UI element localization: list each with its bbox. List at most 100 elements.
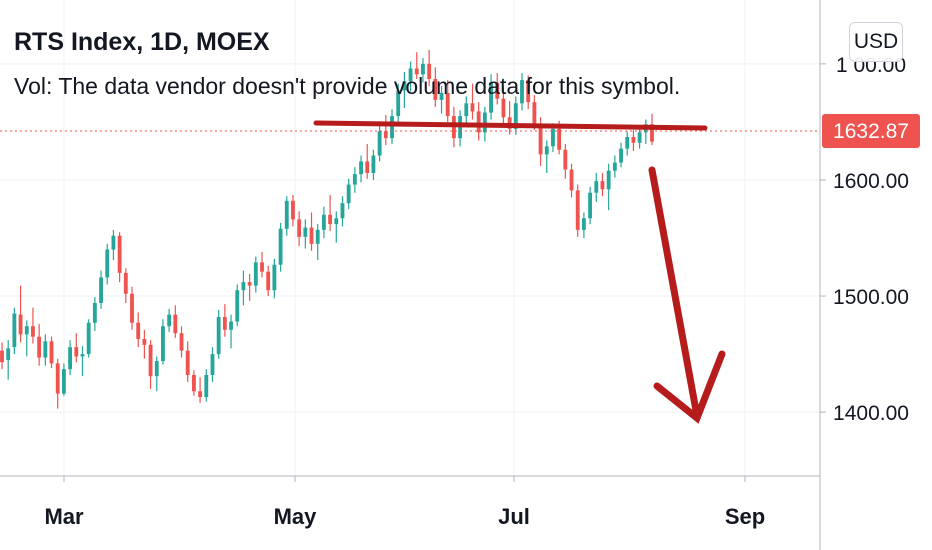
candle-body (198, 391, 203, 398)
candle (464, 96, 469, 127)
down-arrow-annotation[interactable] (648, 166, 726, 424)
candle-body (544, 146, 549, 155)
candle-body (482, 112, 487, 133)
candle (402, 71, 407, 108)
candle (588, 186, 593, 225)
candle-body (594, 181, 599, 193)
candle-body (297, 219, 302, 237)
candle-body (445, 92, 450, 117)
candle (309, 212, 314, 251)
candle (185, 341, 190, 382)
candle (575, 184, 580, 237)
candle (210, 347, 215, 382)
candle-body (142, 339, 147, 345)
candle (80, 345, 85, 377)
candle-body (470, 103, 475, 112)
candle-body (606, 170, 611, 190)
last-price-tag: 1632.87 (822, 114, 920, 148)
candle (507, 101, 512, 135)
candle-body (136, 322, 141, 340)
candle-body (439, 92, 444, 100)
candle (204, 369, 209, 402)
candle (12, 307, 17, 355)
candle (612, 155, 617, 178)
candle (0, 342, 4, 370)
candle-body (346, 184, 351, 204)
candle (161, 319, 165, 365)
candle (383, 114, 388, 146)
candle (198, 377, 203, 403)
candle (297, 211, 302, 247)
candle (24, 320, 29, 357)
candle-body (569, 169, 574, 191)
candle (61, 363, 66, 396)
candle-body (92, 303, 97, 323)
symbol-title[interactable]: RTS Index, 1D, MOEX (14, 28, 270, 56)
candle-body (216, 316, 221, 355)
candle (433, 67, 438, 107)
candle-body (6, 348, 11, 360)
candle-body (123, 272, 128, 294)
candle (346, 178, 351, 209)
candle-body (278, 228, 283, 265)
candle-body (74, 347, 79, 357)
candle (37, 323, 42, 366)
candle (606, 163, 611, 211)
candle (253, 256, 258, 293)
candle (105, 243, 110, 285)
candle-body (371, 155, 376, 173)
candle-body (520, 80, 524, 104)
candle-body (315, 229, 320, 244)
candle (625, 131, 630, 156)
candle-body (117, 235, 122, 273)
candle (117, 232, 122, 283)
candle-body (68, 347, 73, 370)
candle-body (55, 363, 60, 394)
candle-body (631, 136, 636, 143)
candle (43, 334, 48, 366)
candle-body (247, 282, 252, 286)
candle (260, 251, 264, 278)
candle (414, 52, 419, 79)
x-tick-label: Sep (725, 504, 765, 529)
candle (427, 49, 432, 86)
candle (303, 219, 308, 249)
x-axis-ticks[interactable]: Mar May Jul Sep (44, 476, 765, 529)
candle-body (61, 369, 66, 394)
candle (321, 206, 326, 238)
candle-body (99, 277, 103, 304)
candle (315, 224, 320, 261)
candle (191, 370, 196, 396)
candle (278, 222, 283, 272)
candle-body (222, 316, 227, 330)
grid-lines (0, 0, 820, 476)
candle (421, 58, 425, 83)
candle (594, 172, 599, 203)
candle-body (650, 124, 654, 142)
candle-body (229, 321, 233, 330)
candle-body (563, 149, 568, 170)
candle-body (433, 78, 438, 100)
candle-body (321, 214, 326, 230)
candle (352, 167, 357, 193)
candle (495, 73, 500, 105)
currency-button[interactable]: USD (849, 22, 903, 62)
candle (563, 143, 568, 179)
candle-body (414, 68, 419, 75)
candle-body (352, 174, 357, 185)
candle (328, 195, 333, 232)
candle-body (359, 161, 363, 175)
candle-body (105, 249, 110, 278)
resistance-trendline[interactable] (313, 120, 708, 131)
candle (74, 333, 79, 363)
candle (359, 155, 363, 183)
candle-body (464, 103, 469, 117)
candle (99, 270, 103, 309)
last-price-label: 1632.87 (833, 120, 909, 143)
y-tick-label: 1600.00 (833, 170, 909, 193)
candle-body (130, 293, 134, 323)
candle (31, 307, 35, 344)
candle-body (600, 181, 605, 190)
